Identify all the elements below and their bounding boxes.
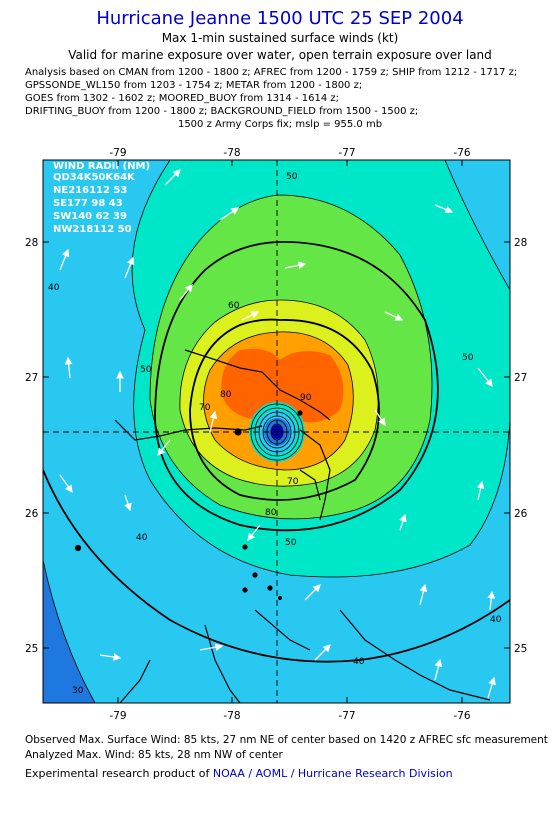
lon-tick-label: -77 xyxy=(338,710,355,722)
contour-label: 70 xyxy=(287,477,299,487)
contour-label: 40 xyxy=(48,283,60,293)
lon-tick-label: -79 xyxy=(109,147,126,159)
wind-radii-row: NE216112 53 xyxy=(53,185,127,196)
credit-prefix: Experimental research product of xyxy=(25,767,210,780)
latitude-labels: 28 27 26 25 28 27 26 25 xyxy=(25,237,528,655)
wind-field-map: 50 50 40 40 60 70 80 90 70 80 50 50 40 4… xyxy=(25,147,528,722)
contour-label: 40 xyxy=(490,615,502,625)
map-title: Hurricane Jeanne 1500 UTC 25 SEP 2004 xyxy=(96,8,464,29)
analysis-sources-line: GPSSONDE_WL150 from 1203 - 1754 z; METAR… xyxy=(25,80,363,91)
wind-swath: 50 50 40 40 60 70 80 90 70 80 50 50 40 4… xyxy=(43,160,510,703)
center-fix: 1500 z Army Corps fix; mslp = 955.0 mb xyxy=(177,119,383,130)
lat-tick-label: 28 xyxy=(514,237,527,249)
wind-radii-row: SW140 62 39 xyxy=(53,211,127,222)
observed-max-wind: Observed Max. Surface Wind: 85 kts, 27 n… xyxy=(25,734,548,746)
analysis-sources-line: DRIFTING_BUOY from 1200 - 1800 z; BACKGR… xyxy=(25,106,419,117)
wind-radii-table: WIND RADII (NM) QD34K50K64K NE216112 53 … xyxy=(53,161,150,235)
lon-tick-label: -79 xyxy=(109,710,126,722)
contour-label: 90 xyxy=(300,393,312,403)
contour-label: 50 xyxy=(285,538,297,548)
wind-vectors xyxy=(59,169,496,699)
lat-tick-label: 27 xyxy=(514,372,527,384)
analysis-sources-line: Analysis based on CMAN from 1200 - 1800 … xyxy=(25,67,518,78)
lat-tick-label: 26 xyxy=(25,508,39,520)
credit-link[interactable]: NOAA / AOML / Hurricane Research Divisio… xyxy=(212,767,453,780)
contour-label: 50 xyxy=(286,172,298,182)
contour-label: 80 xyxy=(220,390,232,400)
exposure-note: Valid for marine exposure over water, op… xyxy=(68,48,492,62)
lon-tick-label: -76 xyxy=(453,710,470,722)
wind-band-40 xyxy=(43,160,510,703)
contour-label: 40 xyxy=(353,657,365,667)
analyzed-max-wind: Analyzed Max. Wind: 85 kts, 28 nm NW of … xyxy=(25,749,283,761)
wind-band-30 xyxy=(43,560,95,703)
lat-tick-label: 26 xyxy=(514,508,528,520)
analysis-sources-line: GOES from 1302 - 1602 z; MOORED_BUOY fro… xyxy=(25,93,339,104)
wind-radii-header: QD34K50K64K xyxy=(53,172,136,183)
contour-label: 50 xyxy=(462,353,474,363)
lon-tick-label: -78 xyxy=(223,147,240,159)
lon-tick-label: -76 xyxy=(453,147,470,159)
wind-radii-row: NW218112 50 xyxy=(53,224,132,235)
lon-tick-label: -78 xyxy=(223,710,240,722)
lon-tick-label: -77 xyxy=(338,147,355,159)
lat-tick-label: 28 xyxy=(25,237,38,249)
lat-tick-label: 25 xyxy=(514,643,527,655)
credit-line: Experimental research product of NOAA / … xyxy=(25,767,453,780)
center-crosshair xyxy=(43,160,510,703)
contour-labels: 50 50 40 40 60 70 80 90 70 80 50 50 40 4… xyxy=(48,172,502,696)
map-subtitle: Max 1-min sustained surface winds (kt) xyxy=(161,31,399,45)
coastline xyxy=(74,349,491,703)
lat-tick-label: 27 xyxy=(25,372,38,384)
lat-tick-label: 25 xyxy=(25,643,38,655)
wind-radii-title: WIND RADII (NM) xyxy=(53,161,150,172)
longitude-labels: -79 -78 -77 -76 -79 -78 -77 -76 xyxy=(109,147,470,722)
tick-marks xyxy=(43,160,510,703)
contour-label: 30 xyxy=(72,686,84,696)
contour-label: 70 xyxy=(199,403,211,413)
contour-label: 50 xyxy=(140,365,152,375)
wind-band-40 xyxy=(445,160,510,290)
contour-label: 60 xyxy=(228,301,240,311)
wind-radii-row: SE177 98 43 xyxy=(53,198,123,209)
map-frame xyxy=(42,159,511,704)
wind-band-90 xyxy=(221,348,344,423)
contour-label: 40 xyxy=(136,533,148,543)
contour-label: 80 xyxy=(265,508,277,518)
